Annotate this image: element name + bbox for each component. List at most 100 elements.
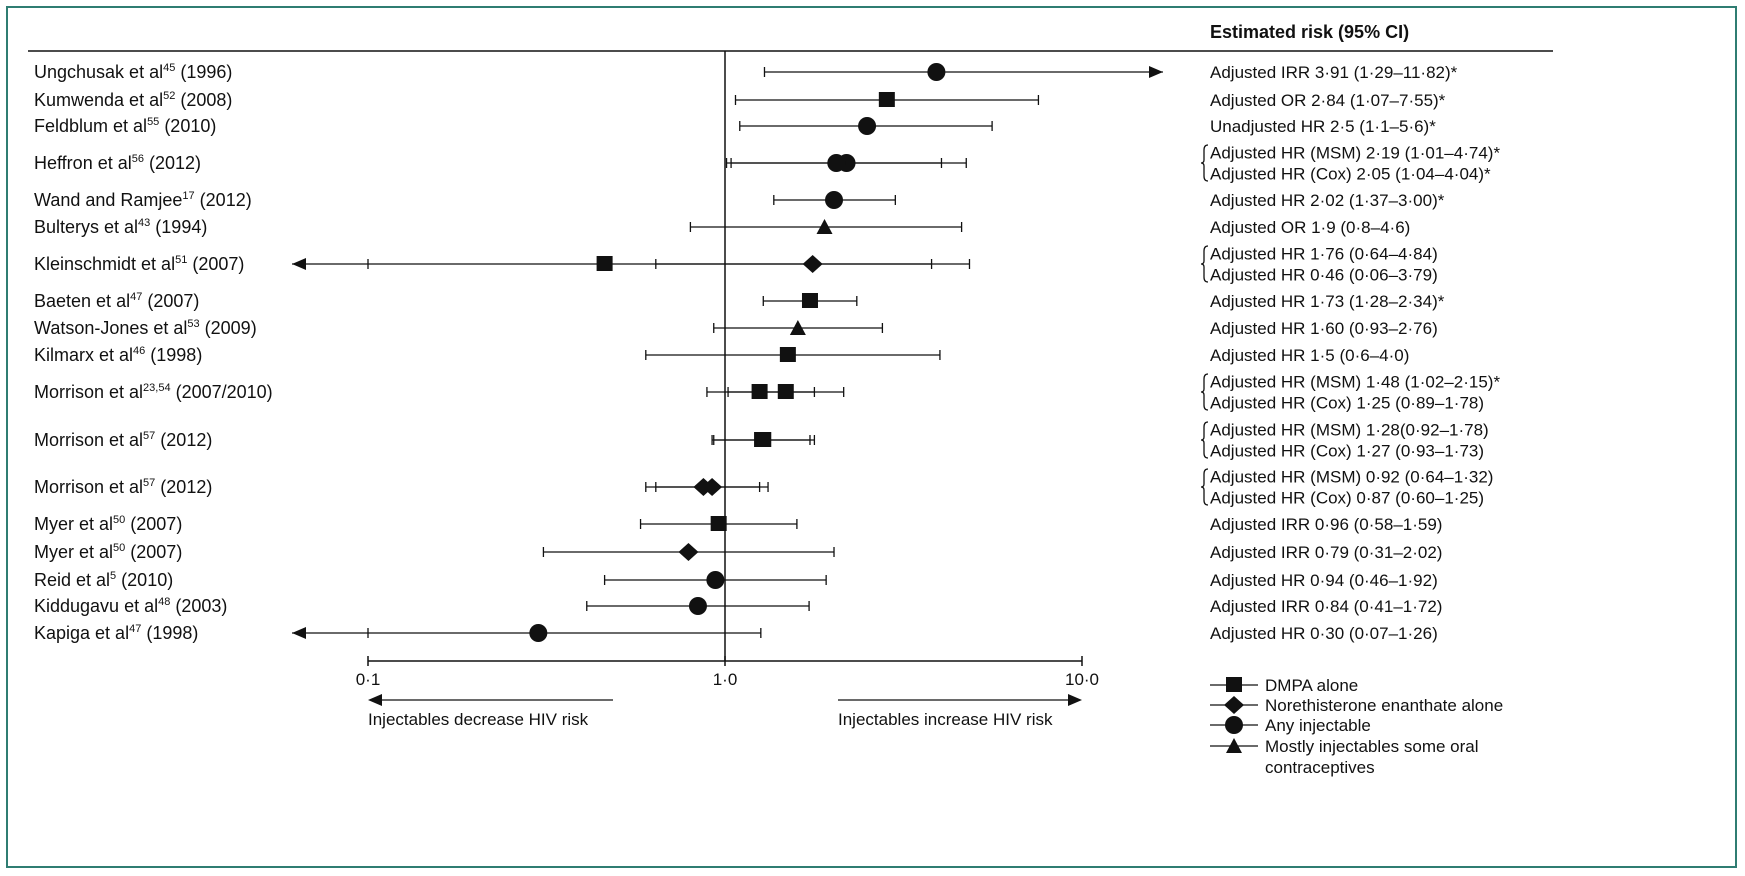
study-reference: 17: [182, 190, 194, 202]
estimate-label: Adjusted HR (MSM) 2·19 (1·01–4·74)*: [1210, 144, 1500, 163]
study-reference: 23,54: [143, 382, 171, 394]
study-year: (2008): [175, 90, 232, 110]
x-tick-label: 10·0: [1065, 670, 1099, 689]
estimate-label: Unadjusted HR 2·5 (1·1–5·6)*: [1210, 117, 1436, 136]
study-year: (1994): [150, 217, 207, 237]
study-row: Reid et al5 (2010) Adjusted HR 0·94 (0·46…: [34, 570, 1438, 590]
study-reference: 43: [138, 217, 150, 229]
point-estimate-square: [878, 92, 895, 107]
study-row: Myer et al50 (2007) Adjusted IRR 0·96 (0·…: [34, 514, 1442, 534]
estimate-label: Adjusted IRR 0·84 (0·41–1·72): [1210, 597, 1442, 616]
ci-arrow-left: [292, 258, 306, 270]
study-reference: 45: [163, 62, 175, 74]
estimate-label: Adjusted HR 0·94 (0·46–1·92): [1210, 571, 1438, 590]
study-reference: 57: [143, 477, 155, 489]
study-year: (1996): [175, 62, 232, 82]
study-year: (2009): [200, 318, 257, 338]
estimate-label: Adjusted IRR 0·96 (0·58–1·59): [1210, 515, 1442, 534]
figure-frame: Estimated risk (95% CI) Ungchusak et al45…: [6, 6, 1737, 868]
legend-square-icon: [1226, 677, 1242, 692]
increase-label: Injectables increase HIV risk: [838, 710, 1053, 729]
decrease-label: Injectables decrease HIV risk: [368, 710, 589, 729]
study-year: (2007): [125, 514, 182, 534]
study-row: Kleinschmidt et al51 (2007) Adjusted HR 1…: [34, 245, 1438, 285]
study-reference: 52: [163, 90, 175, 102]
ci-arrow-right: [1149, 66, 1163, 78]
study-label: Watson-Jones et al53 (2009): [34, 318, 257, 338]
study-year: (2010): [159, 116, 216, 136]
study-reference: 48: [158, 596, 170, 608]
point-estimate-circle: [927, 63, 946, 81]
study-row: Baeten et al47 (2007) Adjusted HR 1·73 (1…: [34, 291, 1445, 311]
study-label: Kiddugavu et al48 (2003): [34, 596, 227, 616]
legend-label: DMPA alone: [1265, 676, 1358, 695]
study-reference: 56: [132, 153, 144, 165]
point-estimate-diamond: [802, 255, 823, 273]
study-row: Morrison et al57 (2012) Adjusted HR (MSM)…: [34, 468, 1493, 508]
estimate-label: Adjusted HR (MSM) 1·48 (1·02–2·15)*: [1210, 373, 1500, 392]
estimate-label: Adjusted OR 1·9 (0·8–4·6): [1210, 218, 1410, 237]
x-tick-label: 1·0: [713, 670, 738, 689]
study-reference: 55: [147, 116, 159, 128]
point-estimate-square: [779, 347, 796, 362]
estimate-brace: [1200, 421, 1209, 459]
estimate-label: Adjusted HR (Cox) 1·25 (0·89–1·78): [1210, 394, 1484, 413]
study-row: Kapiga et al47 (1998) Adjusted HR 0·30 (0…: [34, 623, 1438, 643]
study-row: Bulterys et al43 (1994) Adjusted OR 1·9 (…: [34, 217, 1410, 237]
legend-label: Mostly injectables some oral: [1265, 737, 1479, 756]
point-estimate-square: [777, 384, 794, 399]
study-row: Wand and Ramjee17 (2012) Adjusted HR 2·02…: [34, 190, 1445, 210]
study-reference: 53: [187, 318, 199, 330]
study-year: (2012): [195, 190, 252, 210]
estimate-brace: [1200, 373, 1209, 411]
estimate-label: Adjusted HR 1·5 (0·6–4·0): [1210, 346, 1409, 365]
study-reference: 50: [113, 514, 125, 526]
estimate-label: Adjusted IRR 0·79 (0·31–2·02): [1210, 543, 1442, 562]
study-label: Myer et al50 (2007): [34, 542, 182, 562]
point-estimate-square: [751, 384, 768, 399]
ci-arrow-left: [292, 627, 306, 639]
study-year: (2010): [116, 570, 173, 590]
point-estimate-circle: [825, 191, 844, 209]
legend-circle-icon: [1225, 716, 1243, 734]
study-row: Heffron et al56 (2012) Adjusted HR (MSM) …: [34, 144, 1500, 184]
point-estimate-square: [801, 293, 818, 308]
point-estimate-circle: [858, 117, 877, 135]
study-label: Ungchusak et al45 (1996): [34, 62, 232, 82]
study-year: (2012): [155, 477, 212, 497]
estimate-label: Adjusted HR (Cox) 1·27 (0·93–1·73): [1210, 442, 1484, 461]
estimate-label: Adjusted HR 1·73 (1·28–2·34)*: [1210, 292, 1445, 311]
study-label: Kapiga et al47 (1998): [34, 623, 198, 643]
study-row: Kilmarx et al46 (1998) Adjusted HR 1·5 (0…: [34, 345, 1409, 365]
forest-plot: Estimated risk (95% CI) Ungchusak et al45…: [28, 22, 1553, 777]
estimate-label: Adjusted HR 0·30 (0·07–1·26): [1210, 624, 1438, 643]
study-reference: 57: [143, 430, 155, 442]
study-row: Kumwenda et al52 (2008) Adjusted OR 2·84 …: [34, 90, 1446, 110]
estimate-brace: [1200, 144, 1209, 182]
study-year: (1998): [141, 623, 198, 643]
legend-label: Any injectable: [1265, 716, 1371, 735]
decrease-arrowhead: [368, 694, 382, 706]
point-estimate-triangle: [816, 219, 833, 234]
study-year: (2007): [125, 542, 182, 562]
study-year: (2003): [170, 596, 227, 616]
point-estimate-circle: [688, 597, 707, 615]
legend-label: Norethisterone enanthate alone: [1265, 696, 1503, 715]
estimate-label: Adjusted HR (MSM) 1·28(0·92–1·78): [1210, 421, 1489, 440]
increase-arrowhead: [1068, 694, 1082, 706]
study-label: Reid et al5 (2010): [34, 570, 173, 590]
study-reference: 50: [113, 542, 125, 554]
study-year: (2007/2010): [171, 382, 273, 402]
point-estimate-square: [754, 432, 771, 447]
estimate-label: Adjusted HR 1·76 (0·64–4·84): [1210, 245, 1438, 264]
study-year: (1998): [145, 345, 202, 365]
study-year: (2012): [144, 153, 201, 173]
study-reference: 47: [129, 623, 141, 635]
estimate-label: Adjusted HR (Cox) 2·05 (1·04–4·04)*: [1210, 165, 1491, 184]
study-year: (2012): [155, 430, 212, 450]
study-label: Baeten et al47 (2007): [34, 291, 199, 311]
study-row: Myer et al50 (2007) Adjusted IRR 0·79 (0·…: [34, 542, 1442, 562]
study-label: Bulterys et al43 (1994): [34, 217, 207, 237]
study-row: Morrison et al23,54 (2007/2010) Adjusted …: [34, 373, 1500, 413]
x-tick-label: 0·1: [356, 670, 381, 689]
